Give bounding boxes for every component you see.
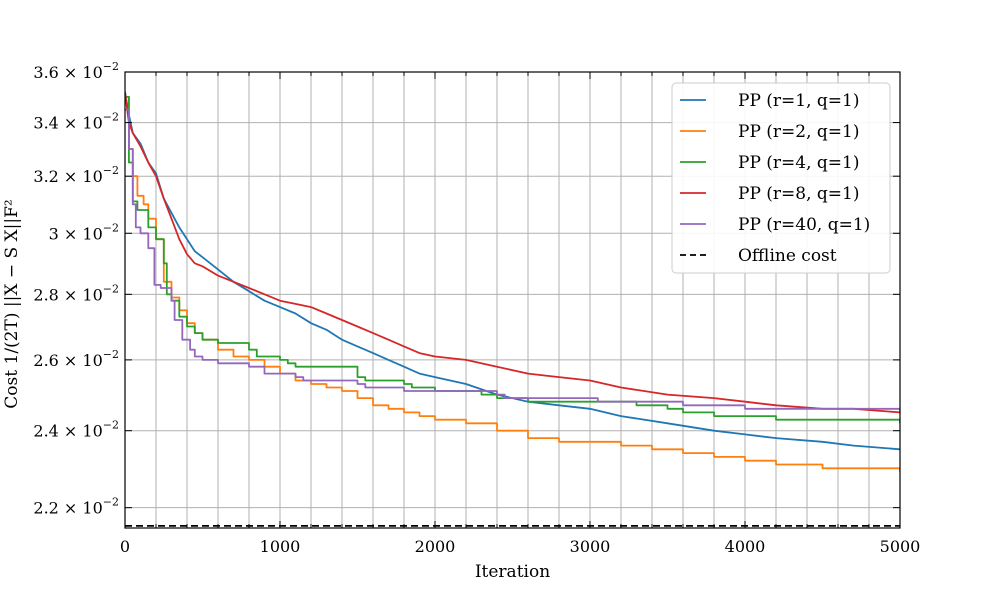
y-tick-label: 2.4 × 10−2: [33, 419, 119, 441]
x-tick-label: 0: [120, 537, 130, 556]
legend-box: [671, 82, 891, 274]
y-tick-labels: 2.2 × 10−2 2.4 × 10−2 2.6 × 10−2 2.8 × 10−2…: [33, 60, 119, 518]
series-line-1: [125, 91, 900, 451]
y-tick-label: 2.2 × 10−2: [33, 496, 119, 518]
y-tick-label: 3.6 × 10−2: [33, 60, 119, 82]
y-axis-label: Cost 1/(2T) ||X − S X||F²: [2, 199, 22, 408]
x-tick-label: 4000: [725, 537, 766, 556]
x-tick-labels: 0 1000 2000 3000 4000 5000: [120, 537, 920, 556]
legend-label-2: PP (r=2, q=1): [738, 122, 859, 142]
plot-lines: [125, 91, 900, 527]
y-tick-label: 2.8 × 10−2: [33, 282, 119, 304]
series-line-3: [125, 96, 900, 424]
series-line-5: [125, 108, 900, 413]
y-tick-label: 3 × 10−2: [49, 221, 119, 243]
x-tick-label: 3000: [570, 537, 611, 556]
legend-label-3: PP (r=4, q=1): [738, 153, 859, 173]
legend-label-1: PP (r=1, q=1): [738, 91, 859, 111]
x-tick-label: 5000: [880, 537, 921, 556]
plot-frame: [124, 71, 901, 529]
legend: PP (r=1, q=1) PP (r=2, q=1) PP (r=4, q=1) P…: [671, 82, 891, 274]
x-axis-label: Iteration: [475, 562, 550, 582]
y-tick-label: 3.2 × 10−2: [33, 164, 119, 186]
series-line-4: [125, 91, 900, 414]
axis-ticks: [124, 71, 901, 528]
legend-label-6: Offline cost: [738, 246, 837, 266]
y-tick-label: 2.6 × 10−2: [33, 348, 119, 370]
x-tick-label: 1000: [260, 537, 301, 556]
x-tick-label: 2000: [415, 537, 456, 556]
y-tick-label: 3.4 × 10−2: [33, 111, 119, 133]
legend-label-4: PP (r=8, q=1): [738, 184, 859, 204]
legend-label-5: PP (r=40, q=1): [738, 215, 870, 235]
